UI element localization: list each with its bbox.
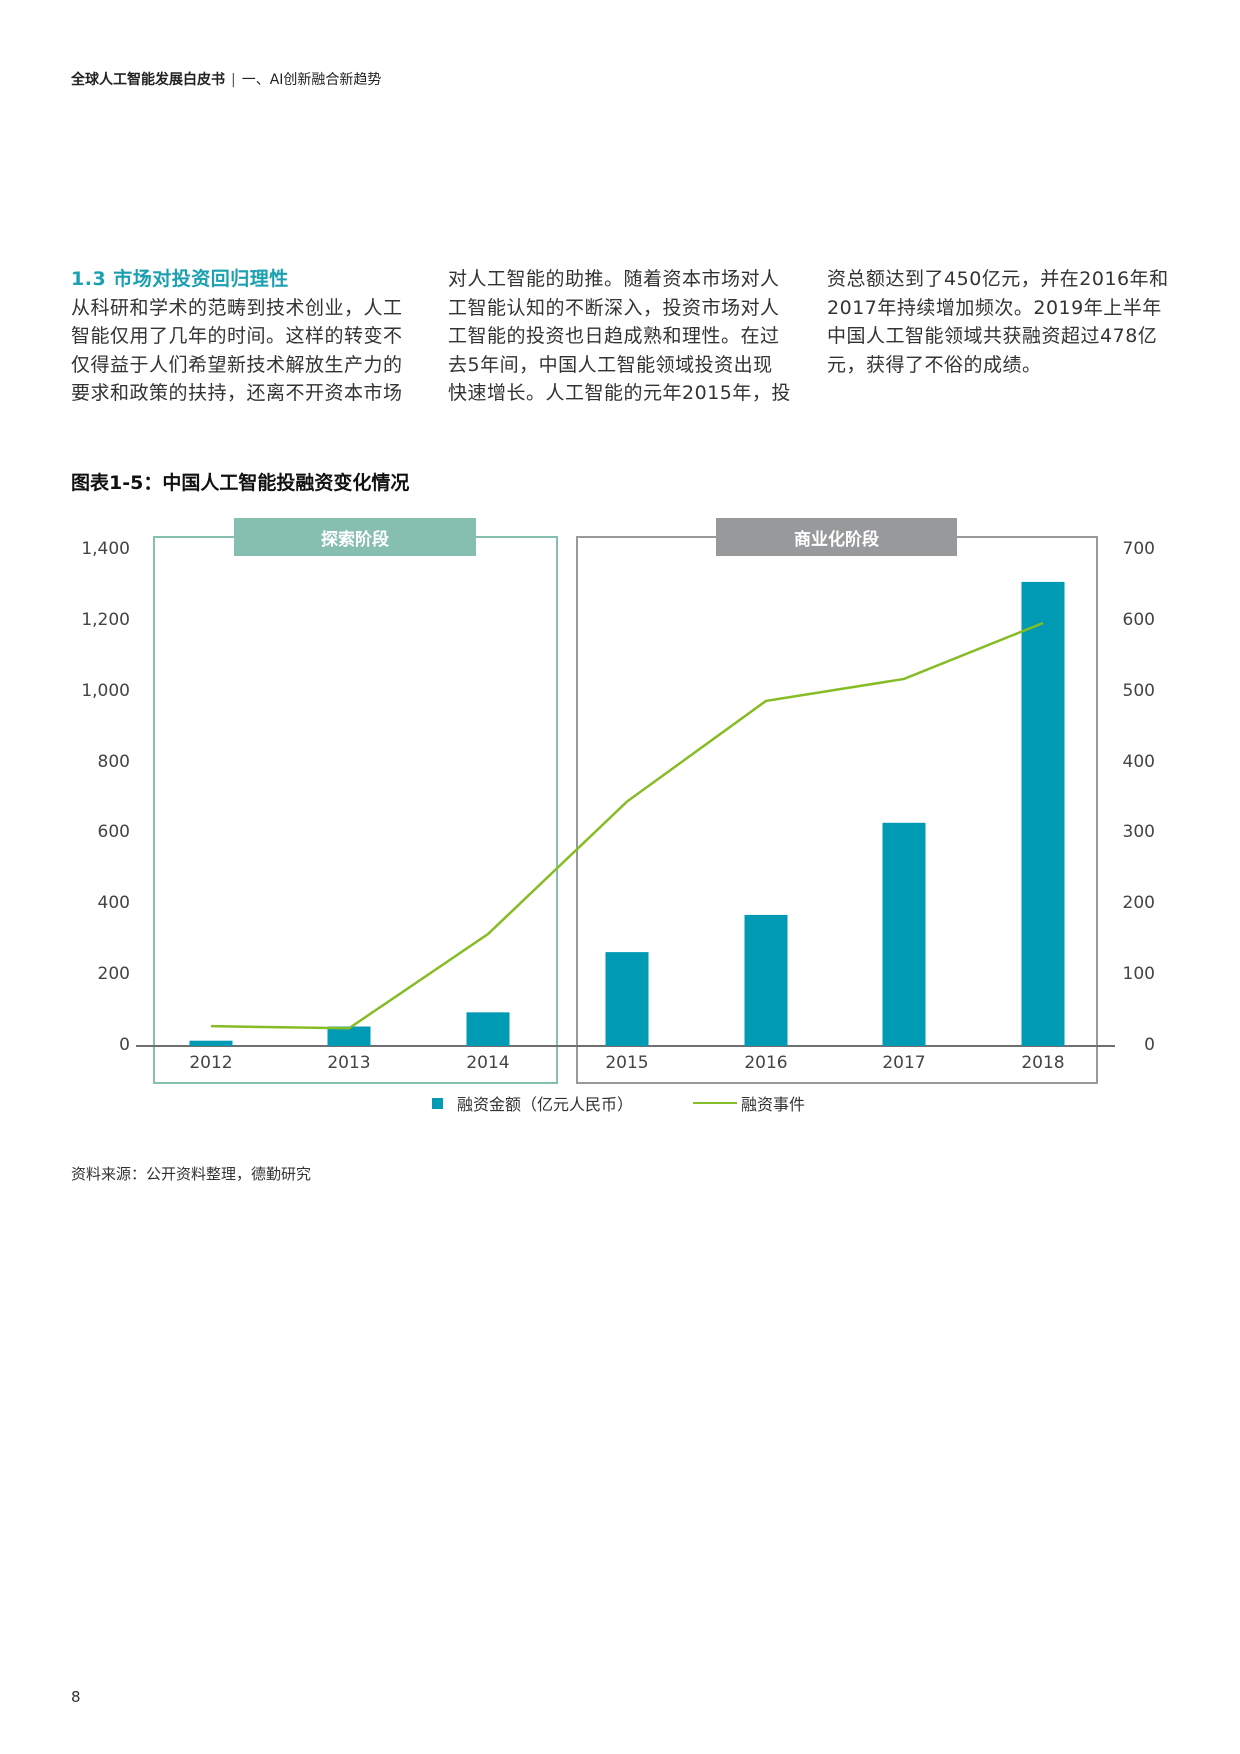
left-axis-tick: 1,200: [81, 609, 130, 630]
paragraph-text: 资总额达到了450亿元，并在2016年和2017年持续增加频次。2019年上半年…: [827, 268, 1169, 376]
header-separator: |: [231, 72, 236, 88]
document-title: 全球人工智能发展白皮书: [71, 72, 225, 88]
legend-line-label: 融资事件: [741, 1095, 806, 1114]
bar-2018: [1021, 581, 1065, 1046]
section-heading: 1.3 市场对投资回归理性: [71, 268, 289, 290]
legend-bar-swatch: [432, 1097, 443, 1109]
x-axis-label: 2016: [744, 1053, 788, 1073]
phase-label-commercial: 商业化阶段: [716, 518, 957, 556]
left-axis-tick: 400: [97, 893, 130, 914]
bar-2017: [882, 822, 926, 1046]
article-body: 1.3 市场对投资回归理性 从科研和学术的范畴到技术创业，人工智能仅用了几年的时…: [71, 265, 1171, 408]
x-axis-label: 2017: [882, 1053, 926, 1073]
legend-line-swatch: [693, 1102, 738, 1104]
right-axis-tick: 300: [1122, 822, 1155, 843]
right-axis-tick: 200: [1122, 893, 1155, 914]
phase-label-explore: 探索阶段: [234, 518, 476, 556]
article-column-2: 对人工智能的助推。随着资本市场对人工智能认知的不断深入，投资市场对人工智能的投资…: [448, 265, 792, 408]
x-axis-label: 2012: [189, 1053, 233, 1073]
running-header: 全球人工智能发展白皮书 | 一、AI创新融合新趋势: [71, 69, 381, 89]
article-column-3: 资总额达到了450亿元，并在2016年和2017年持续增加频次。2019年上半年…: [827, 265, 1171, 408]
bar-2015: [605, 952, 649, 1046]
bar-2014: [466, 1012, 510, 1046]
bar-2013: [327, 1026, 371, 1046]
events-line: [210, 621, 1044, 1030]
left-axis-tick: 600: [97, 822, 130, 843]
article-column-1: 1.3 市场对投资回归理性 从科研和学术的范畴到技术创业，人工智能仅用了几年的时…: [71, 265, 410, 408]
legend-bar-label: 融资金额（亿元人民币）: [457, 1095, 634, 1114]
right-axis-tick: 0: [1144, 1035, 1155, 1055]
bar-2016: [744, 914, 788, 1046]
left-axis-tick: 1,400: [81, 539, 130, 559]
right-axis-tick: 100: [1122, 964, 1155, 985]
chart-legend: 融资金额（亿元人民币） 融资事件: [432, 1091, 805, 1115]
x-axis-label: 2014: [466, 1053, 510, 1073]
left-axis-tick: 800: [97, 751, 130, 772]
page-number: 8: [71, 1688, 81, 1706]
figure-source: 资料来源：公开资料整理，德勤研究: [71, 1165, 312, 1183]
phase-box-explore: [153, 536, 558, 1084]
figure-title: 图表1-5：中国人工智能投融资变化情况: [71, 472, 410, 494]
left-axis-tick: 1,000: [81, 680, 130, 701]
header-section: 一、AI创新融合新趋势: [241, 72, 382, 88]
x-axis-label: 2015: [605, 1053, 649, 1073]
right-axis-tick: 400: [1122, 751, 1155, 772]
right-axis-tick: 500: [1122, 680, 1155, 701]
x-axis-label: 2013: [327, 1053, 371, 1073]
paragraph-text: 从科研和学术的范畴到技术创业，人工智能仅用了几年的时间。这样的转变不仅得益于人们…: [71, 296, 403, 405]
left-axis-tick: 0: [119, 1035, 130, 1055]
left-axis-tick: 200: [97, 964, 130, 985]
right-axis-tick: 600: [1122, 609, 1155, 630]
bar-2012: [189, 1040, 233, 1046]
paragraph-text: 对人工智能的助推。随着资本市场对人工智能认知的不断深入，投资市场对人工智能的投资…: [448, 268, 791, 404]
x-axis-label: 2018: [1021, 1053, 1065, 1073]
right-axis-tick: 700: [1122, 539, 1155, 559]
phase-box-commercial: [576, 536, 1098, 1084]
